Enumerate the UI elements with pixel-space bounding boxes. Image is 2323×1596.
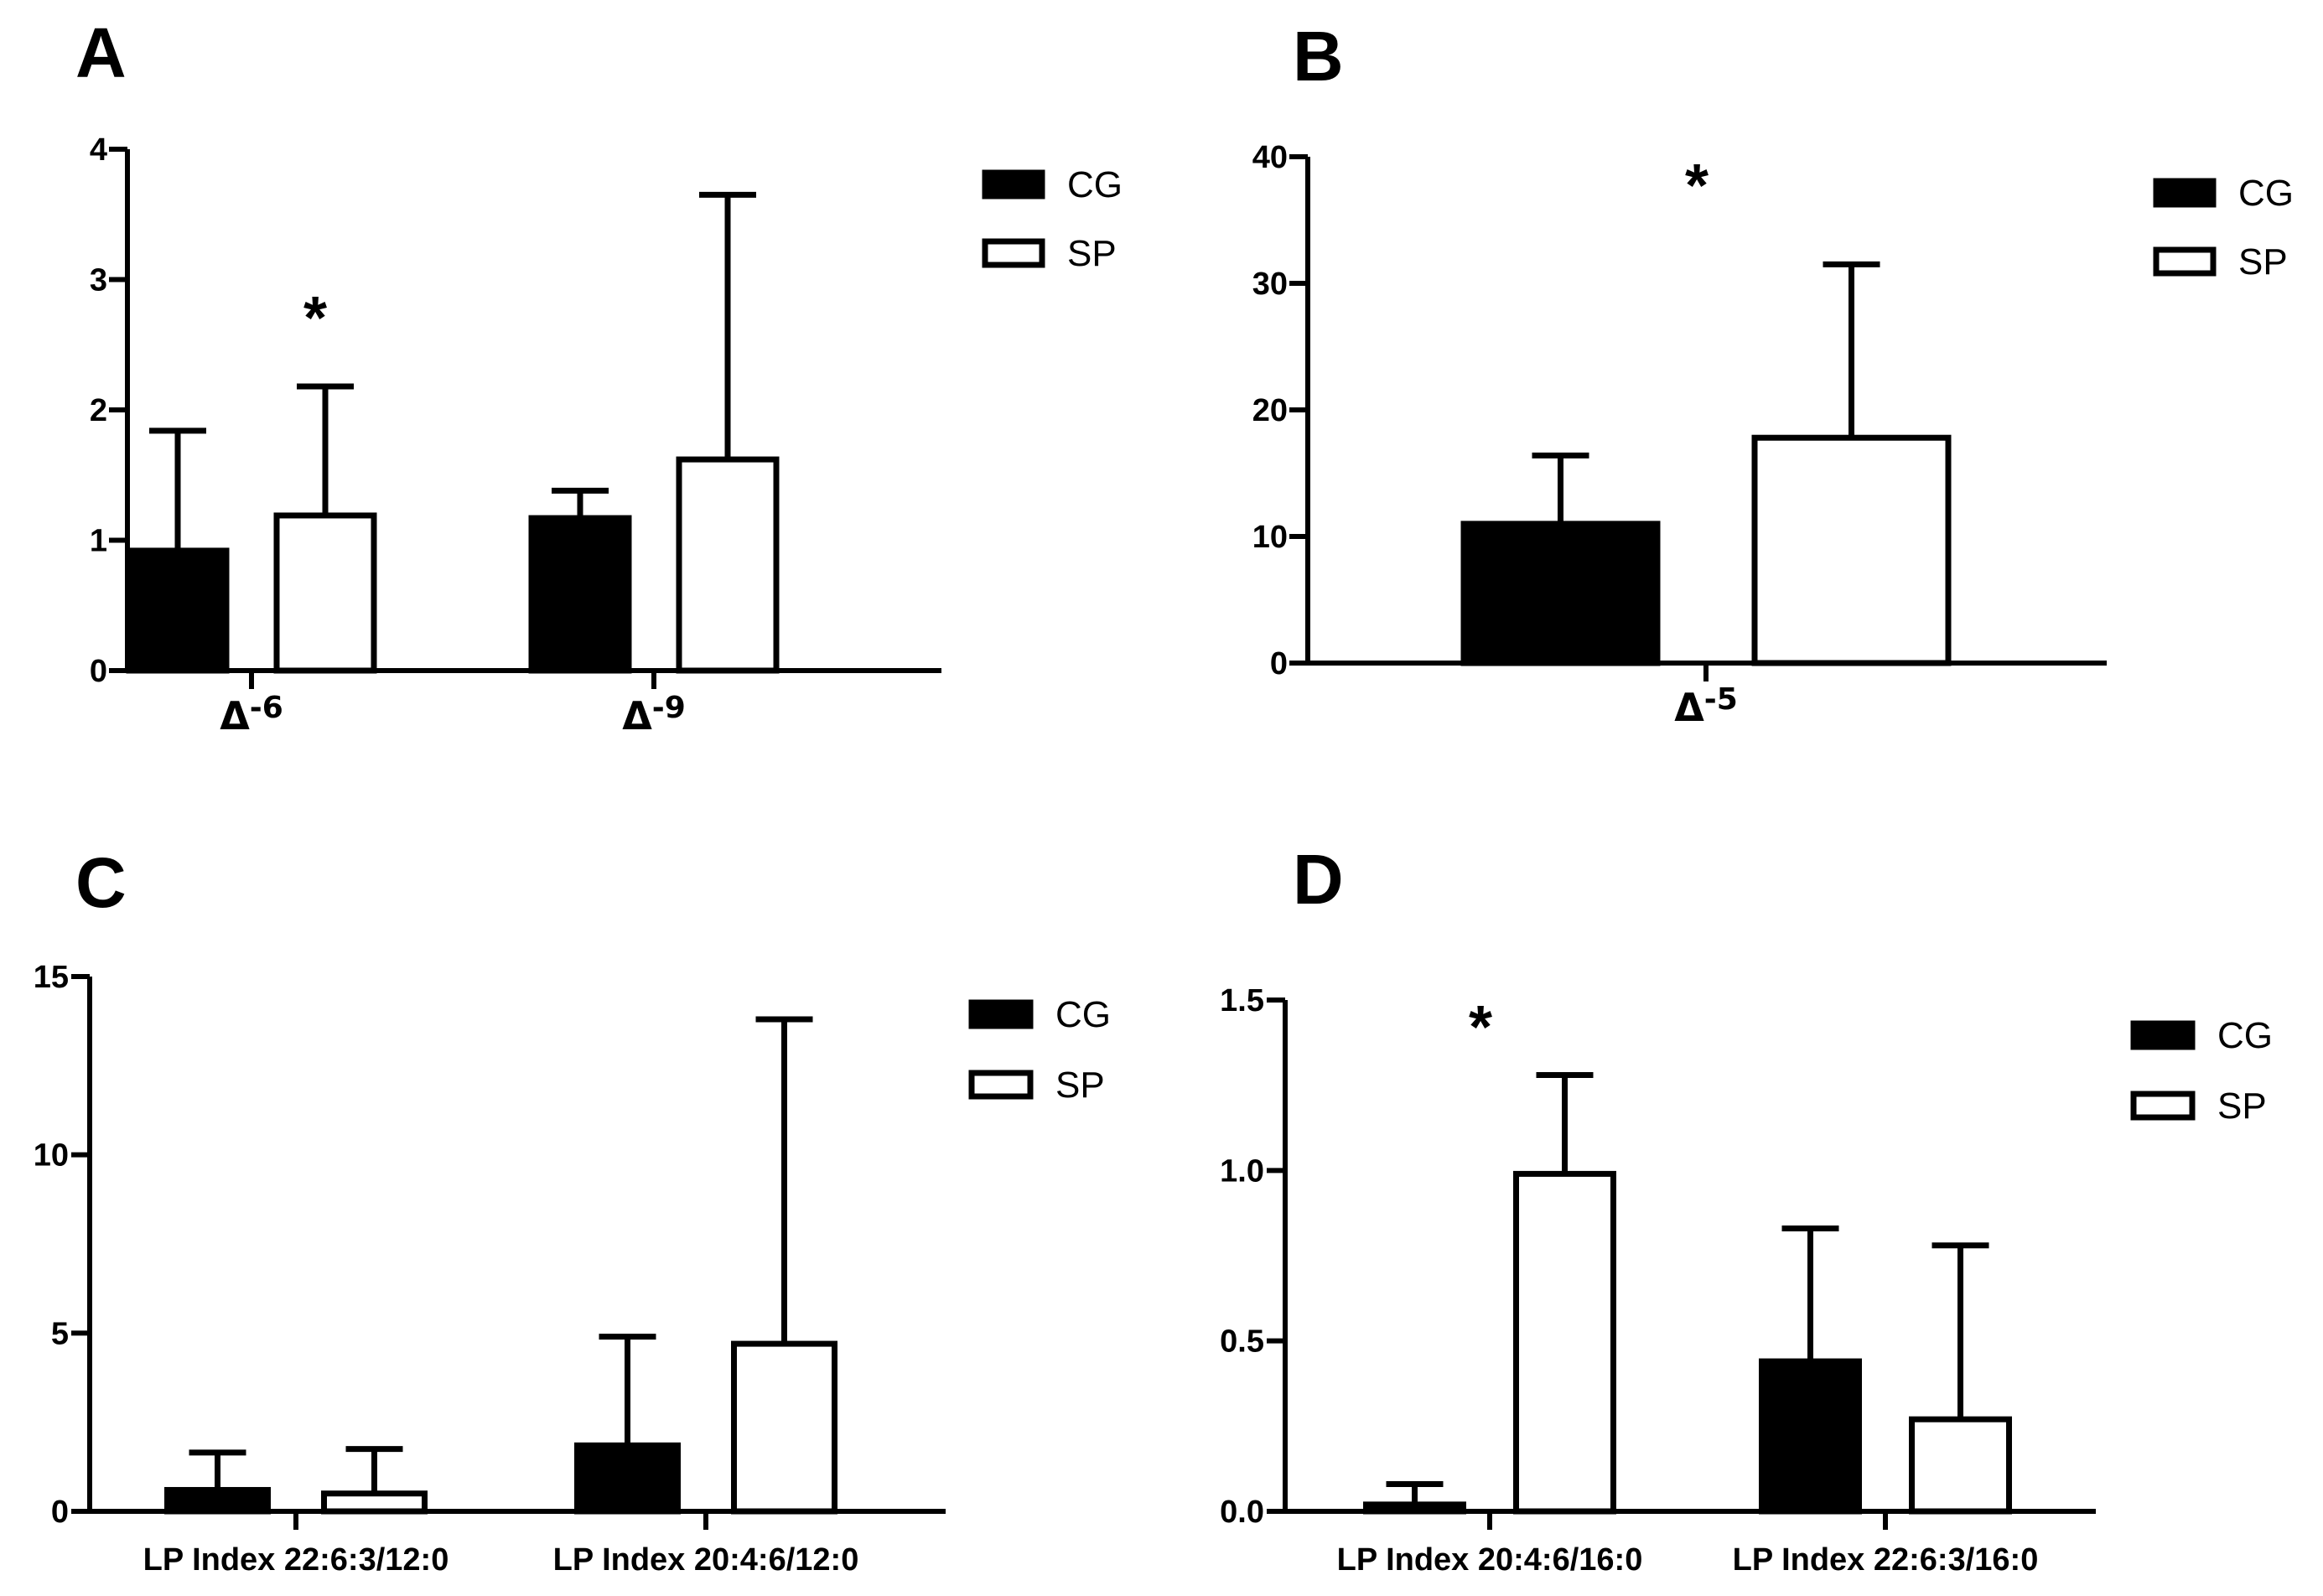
bar-sp: [321, 1490, 428, 1515]
y-tick-label: 10: [1252, 520, 1288, 555]
bar-cg: [1460, 521, 1661, 666]
panel-D: D 0.0 0.5 1.0 1.5 LP Index 20:4:6/16:0 LP Inde…: [1220, 840, 2273, 1578]
y-tick-label: 5: [51, 1316, 69, 1351]
legend-label-sp: SP: [2217, 1086, 2267, 1127]
y-tick-label: 15: [34, 960, 69, 995]
x-category-label: LP Index 22:6:3/12:0: [143, 1542, 449, 1578]
legend-label-sp: SP: [2238, 241, 2288, 282]
y-tick-label: 40: [1252, 140, 1288, 175]
significance-star: *: [1469, 994, 1492, 1061]
bar-sp: [731, 1340, 837, 1515]
y-tick-label: 1.0: [1220, 1153, 1264, 1189]
y-tick-label: 3: [90, 263, 107, 298]
y-tick-label: 20: [1252, 393, 1288, 428]
legend-swatch-cg: [968, 999, 1034, 1029]
significance-star: *: [1685, 153, 1709, 220]
bar-cg: [126, 547, 230, 674]
panel-label: C: [75, 843, 127, 922]
bar-cg: [574, 1442, 681, 1515]
legend-swatch-cg: [982, 169, 1045, 200]
x-category-label: Δ-9: [622, 691, 686, 738]
legend-label-cg: CG: [1055, 994, 1111, 1035]
y-tick-label: 0: [1270, 646, 1288, 681]
x-category-label: LP Index 22:6:3/16:0: [1733, 1542, 2039, 1578]
bar-sp: [1909, 1416, 2012, 1515]
legend-label-sp: SP: [1055, 1065, 1105, 1106]
y-tick-label: 10: [34, 1138, 69, 1174]
panel-label: A: [75, 13, 127, 92]
significance-star: *: [303, 285, 327, 352]
panel-B: B 0 10 20 30 40 Δ-5 * CG SP: [1252, 17, 2294, 730]
bar-sp: [1751, 434, 1952, 666]
legend-label-cg: CG: [2217, 1015, 2273, 1056]
legend-swatch-sp: [982, 238, 1045, 268]
x-category-label: Δ-5: [1674, 682, 1738, 730]
panel-label: D: [1293, 840, 1344, 919]
y-tick-label: 0.5: [1220, 1324, 1264, 1360]
legend-swatch-sp: [968, 1070, 1034, 1100]
legend-swatch-sp: [2153, 246, 2217, 277]
bar-cg: [528, 515, 632, 674]
bar-sp: [676, 456, 780, 674]
y-tick-label: 4: [90, 132, 107, 168]
panel-A: A 0 1 2 3 4 Δ-6 Δ-9 * CG SP: [75, 13, 1123, 738]
x-category-label: LP Index 20:4:6/16:0: [1337, 1542, 1643, 1578]
bar-sp: [1513, 1170, 1616, 1515]
x-category-label: Δ-6: [220, 691, 283, 738]
panel-label: B: [1293, 17, 1344, 96]
bar-sp: [273, 512, 377, 674]
panel-C: C 0 5 10 15 LP Index 22:6:3/12:0 LP Index 20:4…: [34, 843, 1111, 1578]
bar-cg: [1363, 1501, 1466, 1515]
legend-swatch-sp: [2130, 1091, 2196, 1121]
y-tick-label: 1: [90, 524, 107, 559]
y-tick-label: 2: [90, 393, 107, 428]
legend-label-sp: SP: [1067, 233, 1117, 274]
y-tick-label: 1.5: [1220, 983, 1264, 1018]
bar-cg: [1759, 1358, 1862, 1515]
legend-label-cg: CG: [2238, 173, 2294, 214]
y-tick-label: 0.0: [1220, 1495, 1264, 1530]
y-tick-label: 30: [1252, 267, 1288, 302]
legend-swatch-cg: [2153, 178, 2217, 208]
y-tick-label: 0: [51, 1495, 69, 1530]
legend-swatch-cg: [2130, 1020, 2196, 1050]
x-category-label: LP Index 20:4:6/12:0: [553, 1542, 859, 1578]
legend-label-cg: CG: [1067, 164, 1123, 205]
y-tick-label: 0: [90, 654, 107, 689]
bar-cg: [164, 1486, 271, 1515]
